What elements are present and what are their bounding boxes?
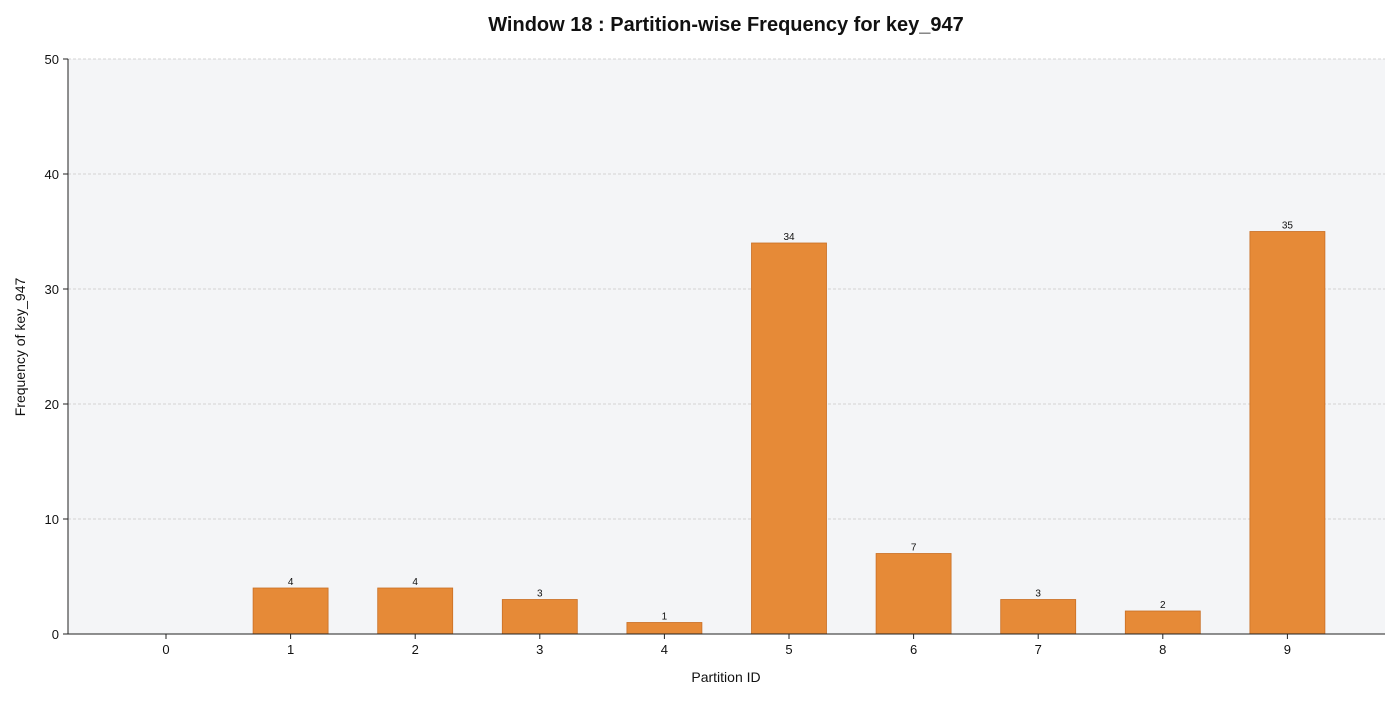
bar-value-label: 1 (662, 612, 668, 623)
x-axis-label: Partition ID (691, 669, 760, 685)
x-tick-label: 8 (1159, 642, 1166, 657)
x-tick-label: 7 (1035, 642, 1042, 657)
grid-lines (68, 58, 1385, 520)
y-tick-label: 10 (45, 512, 59, 527)
bar-value-label: 7 (911, 543, 917, 554)
bar (751, 242, 827, 635)
x-tick-label: 9 (1284, 642, 1291, 657)
bar (626, 622, 703, 635)
y-tick-label: 20 (45, 397, 59, 412)
y-tick-label: 30 (45, 282, 59, 297)
bar (1000, 599, 1077, 635)
y-tick-label: 0 (52, 627, 59, 642)
bar-value-label: 34 (783, 232, 795, 243)
plot-area (68, 59, 1385, 634)
bar-value-label: 3 (537, 589, 543, 600)
bar (252, 587, 329, 635)
x-tick-label: 1 (287, 642, 294, 657)
bar-value-label: 2 (1160, 600, 1166, 611)
x-tick-label: 6 (910, 642, 917, 657)
y-tick-label: 50 (45, 52, 59, 67)
x-axis-ticks: 0 1 2 3 4 5 6 7 8 9 (162, 634, 1291, 657)
x-tick-label: 4 (661, 642, 668, 657)
x-tick-label: 2 (412, 642, 419, 657)
y-axis-ticks: 0 10 20 30 40 50 (45, 52, 68, 642)
bar (377, 587, 454, 635)
bar (875, 553, 952, 635)
y-axis-label: Frequency of key_947 (12, 278, 28, 417)
bar-value-label: 3 (1035, 589, 1041, 600)
bar (501, 599, 578, 635)
y-tick-label: 40 (45, 167, 59, 182)
axes (67, 59, 1385, 635)
bars (252, 231, 1326, 635)
bar-value-label: 35 (1282, 221, 1294, 232)
bar-value-label: 4 (412, 577, 418, 588)
bar-value-labels: 4 4 3 1 34 7 3 2 35 (288, 221, 1294, 623)
x-tick-label: 5 (785, 642, 792, 657)
bar-value-label: 4 (288, 577, 294, 588)
x-tick-label: 0 (162, 642, 169, 657)
bar (1124, 610, 1201, 635)
chart-title: Window 18 : Partition-wise Frequency for… (488, 14, 964, 36)
bar (1249, 231, 1326, 635)
x-tick-label: 3 (536, 642, 543, 657)
